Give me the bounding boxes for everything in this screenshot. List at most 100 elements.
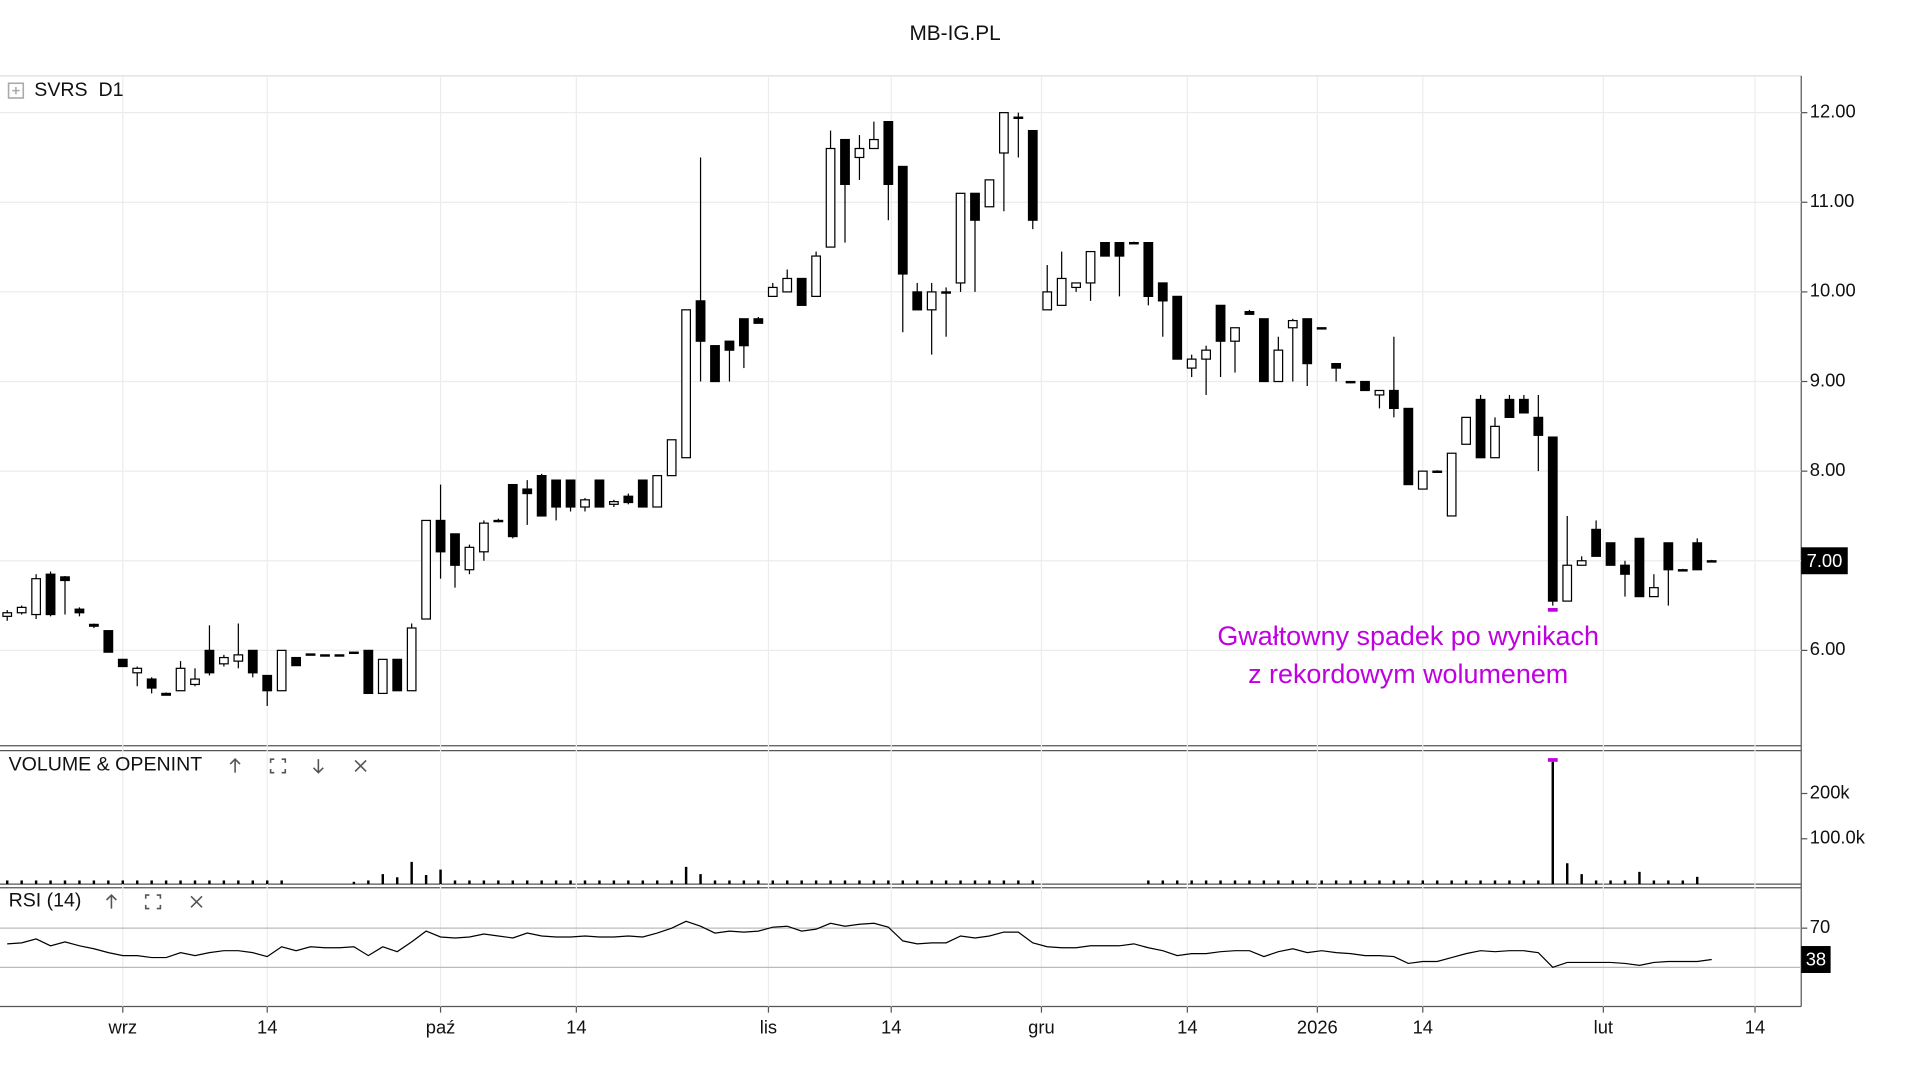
volume-bar (78, 880, 81, 885)
pane-label: VOLUME & OPENINT (9, 753, 203, 775)
volume-bar (395, 877, 399, 885)
grid (0, 75, 1802, 1007)
candle-body (262, 674, 273, 692)
candle-body (1085, 250, 1096, 284)
volume-bar (858, 880, 861, 885)
last-price-label: 7.00 (1807, 550, 1843, 571)
volume-bar (1017, 880, 1020, 885)
candle-body (117, 658, 128, 668)
volume-bar (1378, 880, 1381, 885)
expand-icon[interactable] (7, 82, 25, 99)
candle-body (1157, 282, 1168, 302)
last-value-label: 38 (1806, 949, 1826, 970)
candle-body (406, 627, 417, 692)
volume-bar (785, 880, 789, 885)
volume-bar (973, 880, 977, 885)
volume-bar (1305, 880, 1309, 885)
candle-body (652, 475, 663, 508)
candle-body (161, 692, 172, 696)
y-tick-label: 6.00 (1810, 638, 1846, 659)
volume-bar (829, 880, 832, 885)
close-icon[interactable] (190, 895, 203, 908)
candle-body (2, 612, 13, 617)
candle-body (363, 649, 374, 695)
volume-bar (1363, 880, 1367, 885)
move-up-icon[interactable] (105, 893, 117, 909)
volume-bar (1262, 880, 1266, 885)
move-down-icon[interactable] (312, 759, 324, 774)
candle-body (608, 501, 619, 505)
candle-body (1475, 398, 1486, 459)
volume-bar (1551, 761, 1555, 885)
annotation-marker (1547, 608, 1558, 612)
candle-body (348, 651, 359, 655)
candle-body (1273, 349, 1284, 383)
x-tick-label: 14 (1177, 1016, 1197, 1037)
volume-bar (179, 880, 182, 885)
candle-body (464, 546, 475, 571)
volume-bar (684, 866, 688, 885)
candle-body (1114, 242, 1125, 257)
candle-body (478, 522, 489, 553)
candle-body (1331, 362, 1342, 369)
maximize-icon[interactable] (269, 758, 287, 774)
candle-body (753, 318, 764, 324)
candle-body (666, 439, 677, 477)
candle-body (1013, 116, 1024, 119)
candle-body (132, 667, 143, 674)
volume-bar (1681, 880, 1685, 885)
chart-title: MB-IG.PL (909, 22, 1000, 45)
move-up-icon[interactable] (229, 758, 241, 773)
candle-body (565, 479, 576, 508)
candle-body (825, 147, 836, 248)
volume-bar (598, 880, 601, 885)
candle-body (276, 649, 287, 692)
candle-body (1562, 564, 1573, 602)
candle-body (1302, 318, 1313, 365)
volume-bar (107, 880, 110, 885)
x-tick-label: 14 (257, 1016, 277, 1037)
volume-bar (1565, 863, 1569, 885)
volume-bar (569, 880, 572, 885)
volume-bar (237, 880, 240, 885)
x-tick-label: 14 (566, 1016, 586, 1037)
candle-body (1071, 282, 1082, 289)
volume-bar (1667, 880, 1670, 885)
volume-bar (771, 880, 775, 885)
candle-body (637, 479, 648, 508)
volume-bar (757, 880, 760, 885)
volume-bar (814, 880, 818, 885)
candle-body (421, 519, 432, 620)
close-icon[interactable] (354, 759, 367, 772)
candle-body (435, 519, 446, 553)
expand-icon[interactable] (12, 86, 20, 95)
volume-bar (728, 880, 731, 885)
candle-body (984, 179, 995, 208)
candle-body (1056, 277, 1067, 306)
volume-bar (1277, 880, 1280, 885)
candle-body (883, 121, 894, 185)
volume-bar (540, 880, 543, 885)
candle-body (695, 300, 706, 342)
candle-body (868, 138, 879, 150)
volume-bar (5, 880, 9, 885)
last-value-tag (1801, 946, 1831, 973)
candle-body (1100, 242, 1110, 257)
candle-body (1677, 569, 1688, 572)
candle-body (392, 658, 403, 692)
maximize-icon[interactable] (144, 894, 162, 910)
volume-bar (468, 880, 471, 885)
candle-body (74, 608, 85, 614)
candle-body (724, 340, 735, 351)
annotation: Gwałtowny spadek po wynikach (1217, 621, 1599, 651)
candle-body (493, 519, 504, 523)
volume-bar (20, 880, 23, 885)
candle-body (1446, 452, 1457, 517)
volume-bar (1522, 880, 1526, 885)
candle-body (1518, 398, 1529, 414)
candle-body (1244, 311, 1255, 315)
candle-body (998, 112, 1009, 154)
volume-bar (280, 880, 283, 885)
candle-body (204, 649, 215, 674)
candle-body (738, 318, 749, 347)
